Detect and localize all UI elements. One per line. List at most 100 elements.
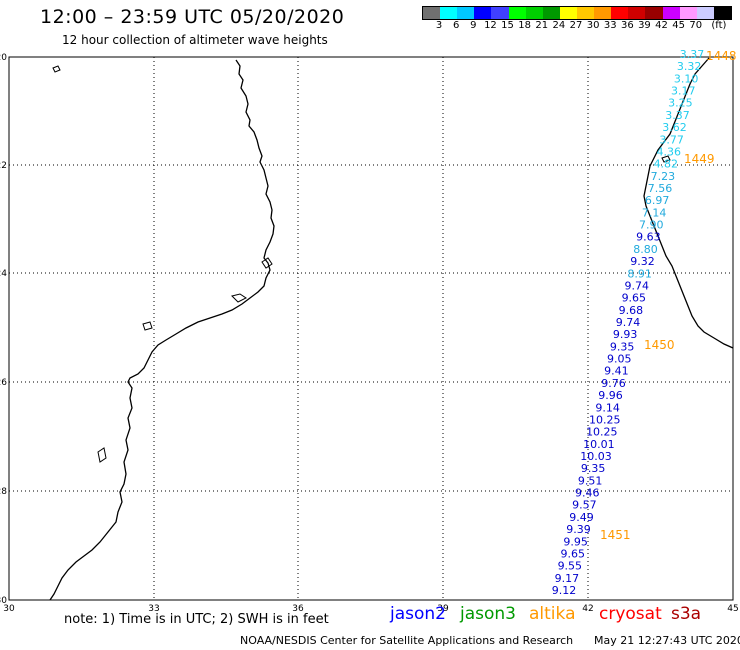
wave-height-label: 9.35 xyxy=(581,462,606,475)
scale-label: 15 xyxy=(501,20,514,31)
wave-height-label: 9.05 xyxy=(607,353,632,366)
wave-height-label: 9.68 xyxy=(619,304,644,317)
wave-height-label: 7.23 xyxy=(651,170,676,183)
scale-label: 45 xyxy=(672,20,686,31)
lake-1 xyxy=(231,293,247,303)
scale-label: 21 xyxy=(535,20,549,31)
longitude-ticks: 30 33 36 39 42 45 xyxy=(3,604,738,614)
lat-tick-label: -28 xyxy=(0,487,7,497)
wave-height-label: 9.57 xyxy=(572,499,597,512)
wave-height-label: 3.10 xyxy=(674,72,699,85)
scale-label: (ft) xyxy=(711,20,727,31)
legend-jason2: jason2 xyxy=(390,604,446,624)
wave-height-label: 9.49 xyxy=(569,511,594,524)
wave-height-label: 9.32 xyxy=(630,255,655,268)
wave-height-label: 7.56 xyxy=(648,182,673,195)
wave-height-label: 6.97 xyxy=(645,194,670,207)
scale-swatch xyxy=(508,7,526,19)
wave-height-label: 10.25 xyxy=(586,426,618,439)
lat-tick-label: -22 xyxy=(0,161,7,171)
scale-label: 27 xyxy=(569,20,583,31)
wave-height-label: 9.55 xyxy=(558,560,583,573)
wave-height-label: 4.36 xyxy=(656,145,681,158)
scale-label: 18 xyxy=(518,20,532,31)
pass-label: 1448 xyxy=(706,49,737,63)
wave-height-label: 9.74 xyxy=(616,316,641,329)
pass-label: 1451 xyxy=(600,528,631,542)
wave-height-label: 3.25 xyxy=(668,97,693,110)
wave-height-label: 9.65 xyxy=(622,292,647,305)
wave-height-label: 9.74 xyxy=(624,279,649,292)
scale-label: 9 xyxy=(470,20,477,31)
map-title: 12:00 – 23:59 UTC 05/20/2020 xyxy=(40,6,345,28)
lat-tick-label: -24 xyxy=(0,269,7,279)
wave-height-label: 3.77 xyxy=(659,133,684,146)
scale-swatch xyxy=(662,7,680,19)
lon-tick-label: 42 xyxy=(582,604,593,614)
legend-jason3: jason3 xyxy=(460,604,516,624)
island-2 xyxy=(261,257,273,269)
note-text: note: 1) Time is in UTC; 2) SWH is in fe… xyxy=(64,612,329,627)
scale-label: 30 xyxy=(586,20,600,31)
lon-tick-label: 39 xyxy=(437,604,449,614)
wave-height-label: 9.63 xyxy=(636,231,661,244)
coastline-madagascar xyxy=(643,57,734,349)
wave-height-label: 3.37 xyxy=(680,48,705,61)
lon-tick-label: 36 xyxy=(292,604,304,614)
lon-tick-label: 45 xyxy=(727,604,738,614)
lake-3 xyxy=(97,447,107,463)
wave-height-label: 9.76 xyxy=(601,377,626,390)
island-3 xyxy=(661,155,671,163)
wave-height-label: 3.62 xyxy=(662,121,687,134)
lon-tick-label: 30 xyxy=(3,604,15,614)
lat-tick-label: -20 xyxy=(0,53,7,63)
lat-tick-label: -30 xyxy=(0,596,7,606)
scale-label: 3 xyxy=(435,20,443,31)
pass-label: 1449 xyxy=(684,152,715,166)
wave-height-label: 10.25 xyxy=(589,413,621,426)
scale-swatch xyxy=(628,7,646,19)
lat-tick-label: -26 xyxy=(0,378,7,388)
wave-height-track: 3.373.323.103.173.253.373.623.774.364.82… xyxy=(552,48,705,597)
latitude-ticks: -20 -22 -24 -26 -28 -30 xyxy=(0,53,7,606)
scale-swatch xyxy=(645,7,663,19)
wave-height-label: 10.01 xyxy=(583,438,615,451)
wave-height-label: 9.93 xyxy=(613,328,638,341)
scale-swatch xyxy=(542,7,560,19)
wave-height-label: 9.17 xyxy=(555,572,580,585)
wave-height-label: 9.95 xyxy=(563,535,588,548)
wave-height-label: 9.14 xyxy=(595,401,620,414)
wave-height-label: 8.91 xyxy=(627,267,652,280)
wave-height-label: 7.14 xyxy=(642,206,667,219)
map-frame xyxy=(8,56,734,601)
scale-swatch xyxy=(491,7,509,19)
credit-text: NOAA/NESDIS Center for Satellite Applica… xyxy=(240,634,574,647)
wave-height-label: 3.37 xyxy=(665,109,690,122)
scale-label: 6 xyxy=(453,20,460,31)
scale-swatch xyxy=(713,7,731,19)
scale-swatch xyxy=(525,7,543,19)
scale-label: 12 xyxy=(484,20,497,31)
wave-height-label: 9.41 xyxy=(604,365,629,378)
wave-height-label: 9.51 xyxy=(578,474,603,487)
scale-swatch xyxy=(679,7,697,19)
wave-height-label: 9.96 xyxy=(598,389,623,402)
wave-height-label: 3.32 xyxy=(677,60,702,73)
wave-height-label: 9.46 xyxy=(575,487,600,500)
scale-swatch xyxy=(696,7,714,19)
legend-cryosat: cryosat xyxy=(599,604,662,624)
wave-height-label: 9.35 xyxy=(610,340,635,353)
scale-swatch xyxy=(611,7,629,19)
legend-s3a: s3a xyxy=(671,604,702,624)
wave-height-label: 9.12 xyxy=(552,584,577,597)
scale-label: 70 xyxy=(689,20,703,31)
wave-height-label: 10.03 xyxy=(580,450,612,463)
scale-swatch xyxy=(576,7,595,19)
scale-swatch xyxy=(559,7,577,19)
timestamp: May 21 12:27:43 UTC 2020 xyxy=(594,634,740,647)
wave-height-label: 3.17 xyxy=(671,85,696,98)
scale-label: 36 xyxy=(620,20,634,31)
coastline-africa xyxy=(49,59,275,601)
scale-label: 39 xyxy=(638,20,651,31)
scale-label: 42 xyxy=(655,20,668,31)
